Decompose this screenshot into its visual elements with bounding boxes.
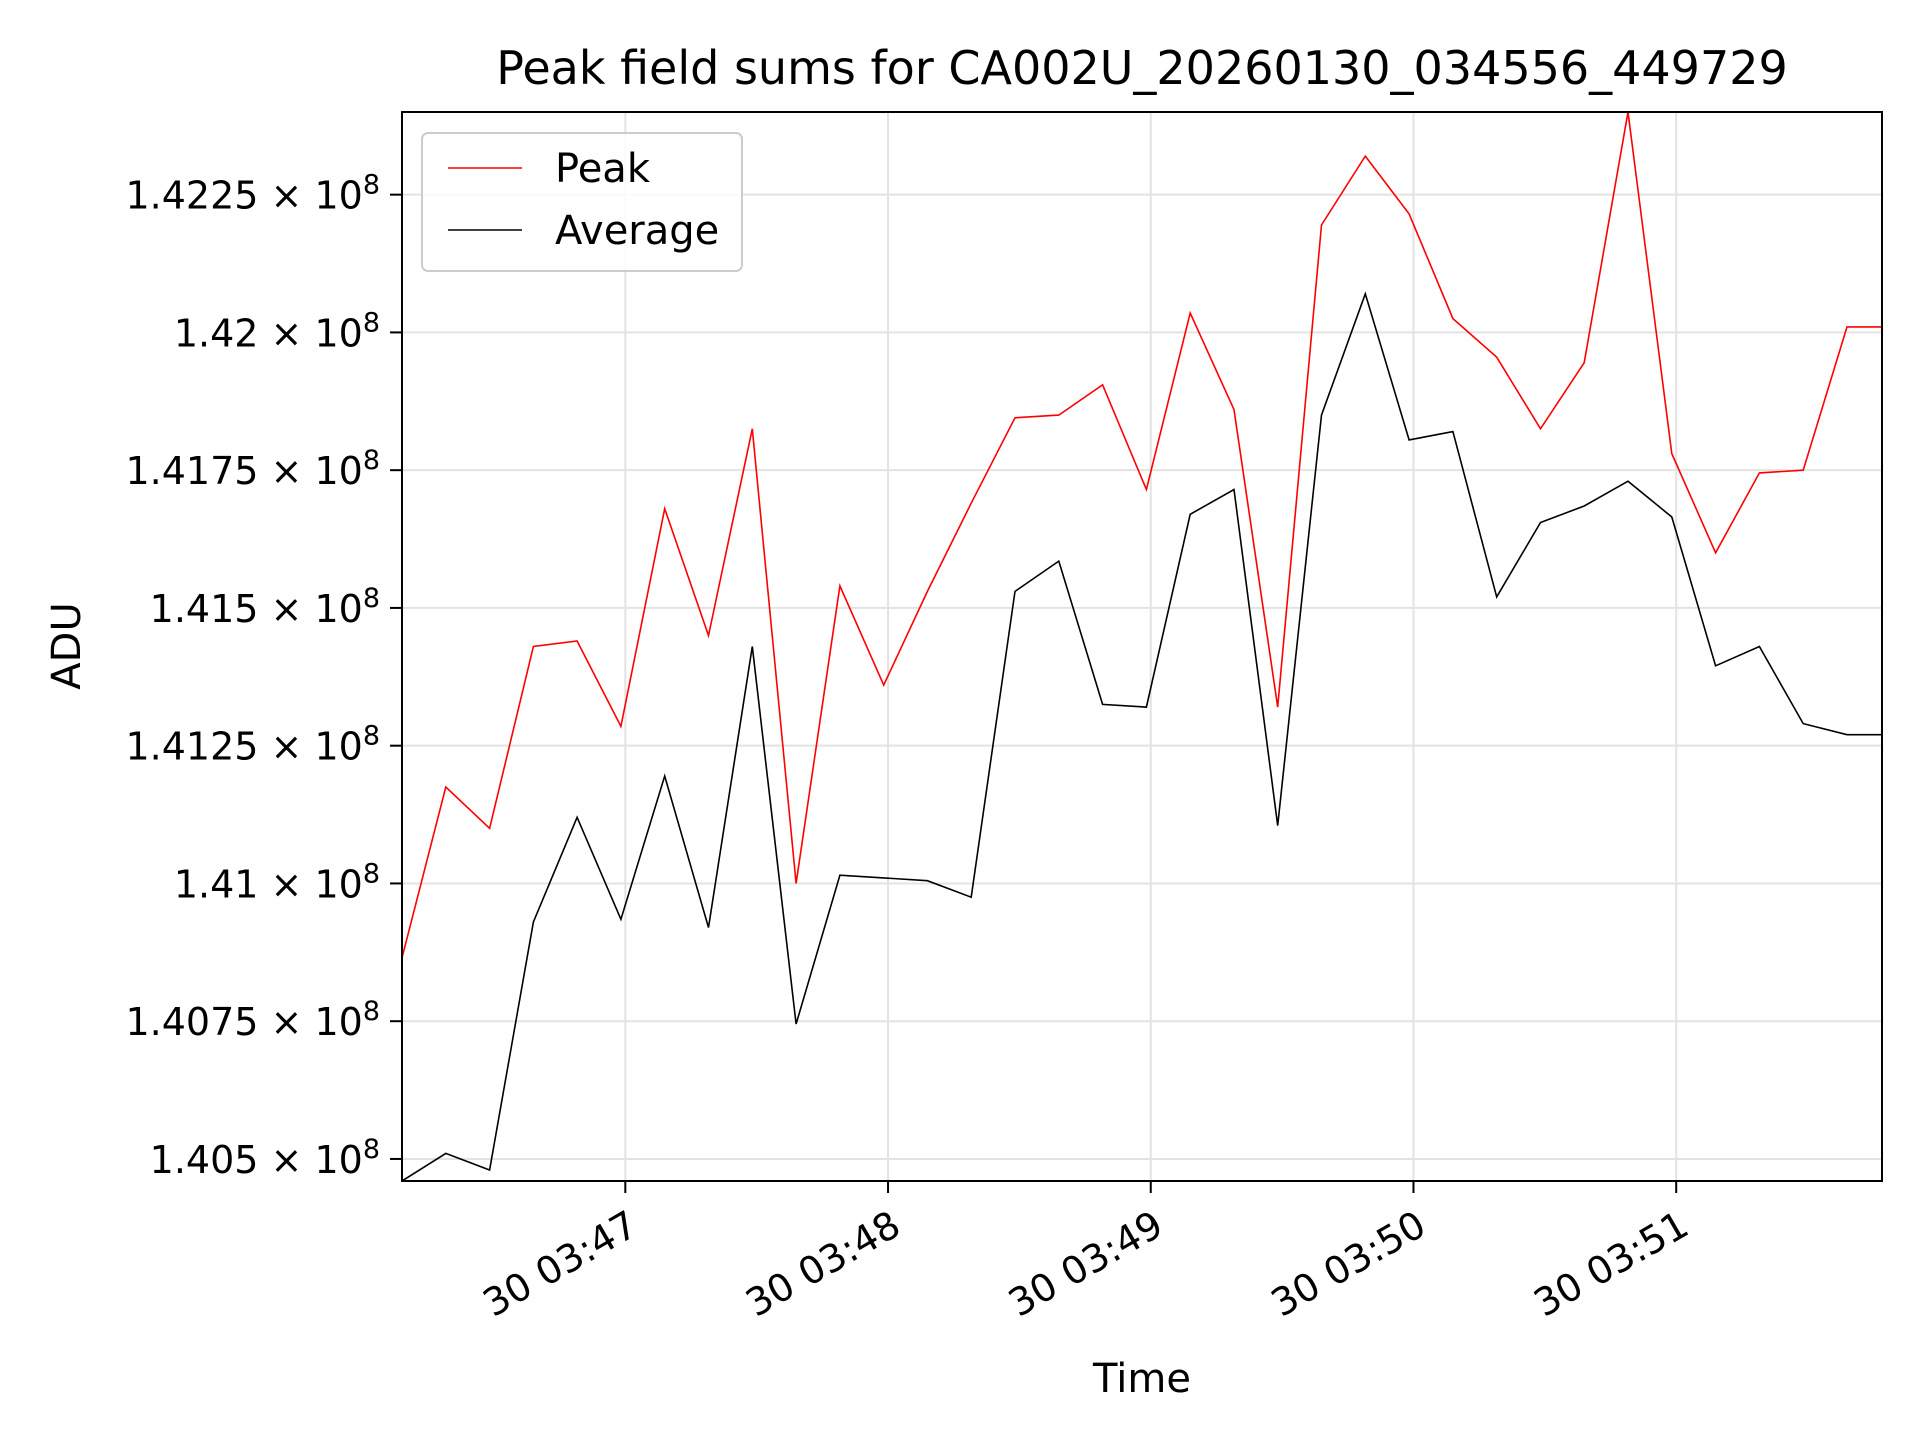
y-tick-label: 1.4125 × 108 (125, 721, 380, 769)
y-axis-label: ADU (44, 602, 90, 689)
y-tick-label: 1.4175 × 108 (125, 445, 380, 493)
series-layer (402, 112, 1882, 1181)
x-axis-label: Time (1092, 1356, 1191, 1402)
plot-frame (401, 111, 1883, 1182)
legend-average-label: Average (555, 208, 719, 254)
series-line-peak (402, 112, 1882, 958)
y-axis-ticks: 1.405 × 108 1.4075 × 108 1.41 × 108 1.4125 … (125, 170, 402, 1182)
y-tick-label: 1.415 × 108 (150, 583, 380, 631)
y-tick-label: 1.405 × 108 (150, 1134, 380, 1182)
y-tick-label: 1.4075 × 108 (125, 996, 380, 1044)
y-tick-label: 1.41 × 108 (174, 858, 380, 906)
chart-title: Peak field sums for CA002U_20260130_0345… (496, 41, 1788, 95)
legend: Peak Average (421, 132, 743, 272)
y-tick-label: 1.4225 × 108 (125, 170, 380, 218)
legend-peak-label: Peak (555, 146, 651, 192)
series-line-average (402, 291, 1882, 1181)
y-tick-label: 1.42 × 108 (174, 307, 380, 355)
